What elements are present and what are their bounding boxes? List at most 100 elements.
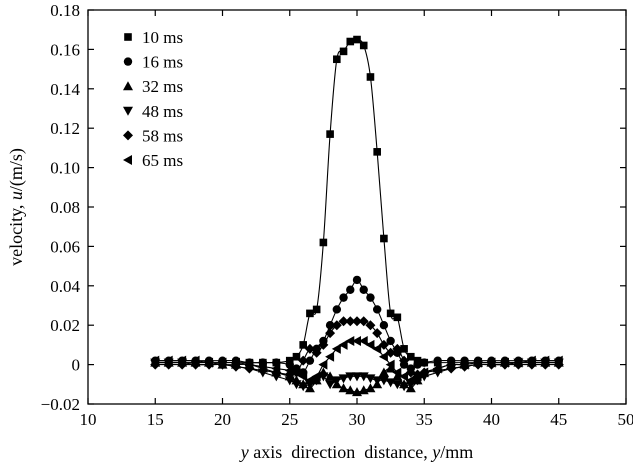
legend-item: 58 ms: [123, 126, 183, 145]
legend-item: 48 ms: [123, 102, 183, 121]
data-point: [333, 55, 341, 64]
series-layer: [150, 35, 564, 397]
data-point: [352, 275, 362, 285]
data-point: [338, 383, 349, 393]
x-tick-label: 50: [618, 410, 633, 429]
data-point: [399, 382, 410, 392]
data-point: [318, 372, 329, 382]
legend-item: 10 ms: [124, 28, 183, 47]
data-point: [304, 375, 314, 386]
data-point: [346, 37, 355, 46]
legend-item: 16 ms: [123, 53, 183, 72]
data-point: [311, 347, 322, 358]
data-point: [412, 371, 422, 382]
data-point: [163, 355, 173, 366]
legend-marker: [123, 130, 133, 141]
legend-label: 32 ms: [142, 77, 183, 96]
x-axis-label: y axis direction distance, y/mm: [239, 442, 473, 462]
data-point: [386, 309, 395, 318]
data-point: [325, 321, 335, 330]
data-point: [358, 335, 368, 346]
data-point: [338, 316, 349, 327]
data-point: [372, 328, 383, 339]
data-point: [305, 356, 315, 365]
data-point: [486, 357, 496, 368]
x-tick-label: 25: [281, 410, 298, 429]
x-tick-label: 45: [550, 410, 567, 429]
data-point: [298, 355, 309, 366]
data-point: [319, 238, 328, 247]
data-point: [420, 358, 429, 367]
y-tick-label: 0.06: [50, 237, 80, 256]
x-axis-label-unit: /mm: [440, 442, 473, 462]
y-tick-label: 0.14: [50, 80, 80, 99]
legend-label: 10 ms: [142, 28, 183, 47]
data-point: [338, 374, 349, 384]
y-tick-label: 0.16: [50, 40, 80, 59]
data-point: [459, 359, 469, 370]
data-point: [331, 320, 342, 331]
data-point: [312, 305, 321, 314]
data-point: [271, 363, 281, 374]
data-point: [244, 359, 254, 370]
data-point: [392, 343, 403, 354]
data-point: [378, 367, 389, 377]
x-tick-label: 10: [80, 410, 97, 429]
data-point: [331, 343, 341, 354]
data-point: [339, 47, 348, 56]
data-point: [339, 293, 348, 302]
y-axis-label-var: u: [6, 191, 26, 200]
data-point: [177, 355, 187, 366]
data-point: [352, 335, 361, 346]
data-point: [358, 316, 369, 327]
legend-marker: [123, 81, 133, 91]
legend-item: 32 ms: [123, 77, 183, 96]
series-line: [155, 279, 559, 374]
data-point: [325, 371, 336, 381]
data-point: [372, 376, 383, 386]
data-point: [392, 367, 402, 378]
data-point: [446, 359, 456, 370]
y-tick-label: 0.08: [50, 198, 80, 217]
data-point: [257, 361, 267, 372]
x-axis: 10 15 20 25 30 35 40 45 50: [80, 10, 633, 429]
series-diamond: [150, 316, 564, 380]
legend-label: 58 ms: [142, 126, 183, 145]
data-point: [291, 367, 301, 378]
data-point: [325, 328, 336, 339]
data-point: [352, 372, 362, 382]
data-point: [553, 355, 563, 366]
data-point: [385, 363, 396, 373]
data-point: [432, 363, 442, 374]
data-point: [345, 316, 356, 327]
legend-label: 16 ms: [142, 53, 183, 72]
data-point: [345, 335, 355, 346]
data-point: [332, 305, 342, 314]
x-tick-label: 20: [214, 410, 231, 429]
y-axis-label: velocity, u/(m/s): [6, 148, 27, 266]
data-point: [311, 371, 321, 382]
data-point: [372, 343, 382, 354]
data-point: [359, 285, 368, 294]
data-point: [433, 356, 442, 365]
x-tick-label: 30: [349, 410, 366, 429]
data-point: [372, 305, 382, 314]
legend-marker: [123, 106, 133, 116]
data-point: [385, 359, 395, 370]
data-point: [399, 371, 409, 382]
data-point: [318, 359, 328, 370]
legend-marker: [124, 33, 132, 41]
y-axis: −0.02 0 0.02 0.04 0.06 0.08 0.10 0.12 0.14 0.16 0.…: [41, 1, 626, 414]
data-point: [318, 339, 329, 350]
data-point: [413, 360, 422, 369]
legend-marker: [123, 155, 132, 165]
legend-marker: [123, 57, 133, 66]
data-point: [365, 339, 375, 350]
series-line: [155, 38, 559, 364]
data-point: [473, 357, 483, 368]
data-point: [499, 357, 509, 368]
data-point: [150, 355, 160, 366]
data-point: [325, 351, 335, 362]
data-point: [217, 357, 227, 368]
